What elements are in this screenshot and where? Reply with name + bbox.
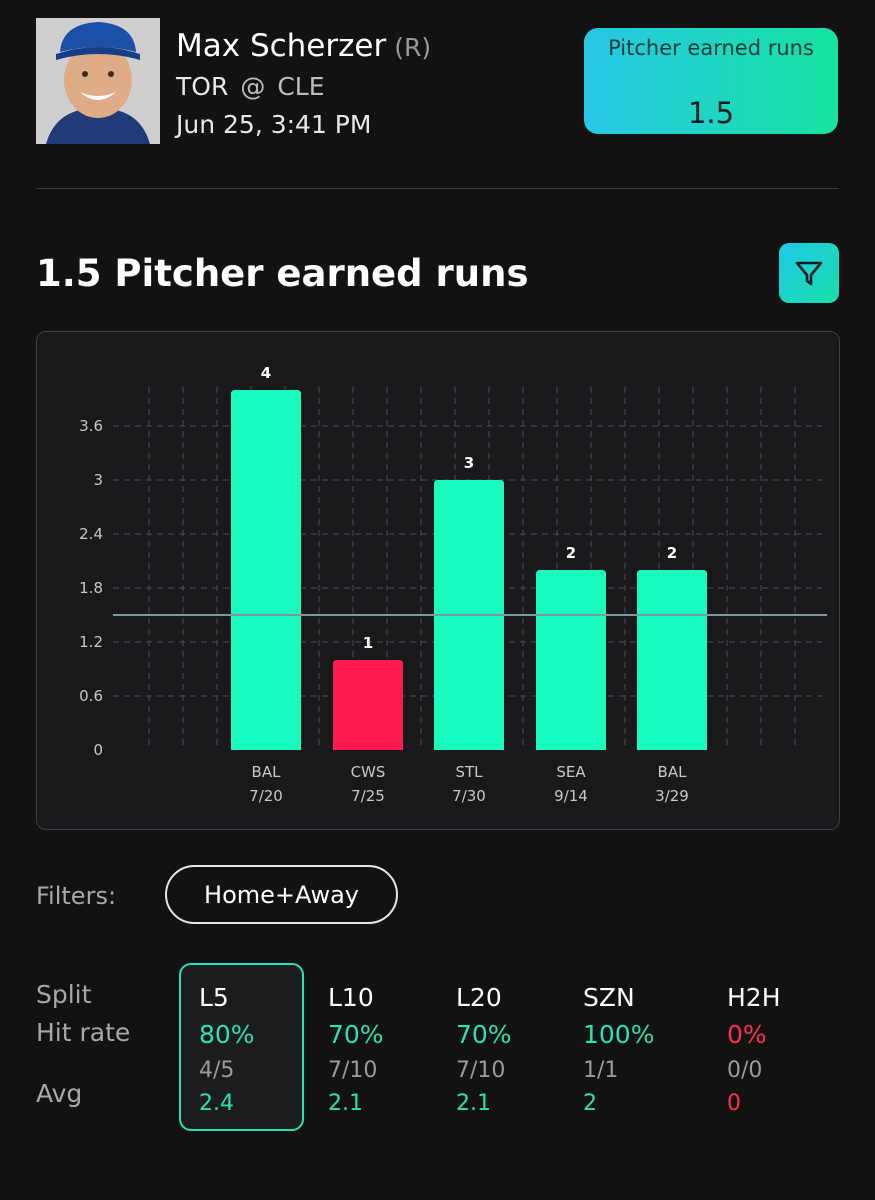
split-record-l20: 7/10 [456,1058,506,1083]
split-avg-szn: 2 [583,1091,597,1116]
x-tick-team: BAL [252,763,282,781]
x-tick-date: 9/14 [554,787,588,805]
header-divider [36,188,839,189]
y-tick-label: 1.2 [79,633,103,651]
bar-value-label: 3 [464,454,474,472]
split-record-h2h: 0/0 [727,1058,763,1083]
player-name-text: Max Scherzer [176,28,387,64]
bar [333,660,403,750]
x-tick-team: STL [455,763,483,781]
x-tick-team: CWS [351,763,386,781]
filters-label: Filters: [36,882,117,910]
filter-button[interactable] [779,243,839,303]
split-avg-l20: 2.1 [456,1091,491,1116]
matchup: TOR @ CLE [176,72,325,101]
opponent-abbr: CLE [277,72,325,101]
x-tick-date: 7/30 [452,787,486,805]
bar-value-label: 2 [667,544,677,562]
prop-line-value: 1.5 [687,96,735,130]
y-tick-label: 0.6 [79,687,103,705]
bar [231,390,301,750]
split-hit-rate-szn: 100% [583,1020,655,1049]
y-tick-label: 0 [93,741,103,759]
y-tick-label: 3.6 [79,417,103,435]
x-tick-date: 7/25 [351,787,385,805]
filter-funnel-icon [795,261,823,286]
split-name-h2h[interactable]: H2H [727,983,781,1012]
split-hit-rate-h2h: 0% [727,1020,767,1049]
hit-rate-row-label: Hit rate [36,1018,131,1047]
chart-panel: 0 0.6 1.2 1.8 2.4 3 3.6 4 BAL 7/20 1 CWS 7/25 3 STL 7/3… [36,331,840,830]
split-record-szn: 1/1 [583,1058,619,1083]
x-tick-team: BAL [658,763,688,781]
split-avg-h2h: 0 [727,1091,741,1116]
avg-row-label: Avg [36,1079,83,1108]
prop-label: Pitcher earned runs [608,36,814,60]
game-time: Jun 25, 3:41 PM [176,110,372,139]
bar-chart: 0 0.6 1.2 1.8 2.4 3 3.6 4 BAL 7/20 1 CWS 7/25 3 STL 7/3… [79,364,827,805]
player-name: Max Scherzer (R) [176,28,431,64]
split-selected-box[interactable] [179,963,304,1131]
split-record-l10: 7/10 [328,1058,378,1083]
bar-value-label: 2 [566,544,576,562]
split-avg-l10: 2.1 [328,1091,363,1116]
bar [536,570,606,750]
bar [637,570,707,750]
split-name-szn[interactable]: SZN [583,983,635,1012]
x-tick-date: 3/29 [655,787,689,805]
bar-value-label: 4 [261,364,271,382]
section-title: 1.5 Pitcher earned runs [36,252,529,295]
split-name-l20[interactable]: L20 [456,983,502,1012]
x-tick-date: 7/20 [249,787,283,805]
split-name-l5[interactable]: L5 [199,983,229,1012]
split-hit-rate-l20: 70% [456,1020,512,1049]
prop-card[interactable]: Pitcher earned runs 1.5 [584,28,838,134]
at-symbol: @ [240,72,266,101]
split-row-label: Split [36,980,92,1009]
split-hit-rate-l10: 70% [328,1020,384,1049]
bar-value-label: 1 [363,634,373,652]
team-abbr: TOR [176,72,229,101]
split-avg-l5: 2.4 [199,1091,234,1116]
y-tick-label: 2.4 [79,525,103,543]
player-hand: (R) [394,33,432,62]
x-tick-team: SEA [556,763,586,781]
y-tick-label: 1.8 [79,579,103,597]
split-name-l10[interactable]: L10 [328,983,374,1012]
player-avatar [36,18,160,144]
filter-chip-home-away[interactable]: Home+Away [165,865,398,924]
split-record-l5: 4/5 [199,1058,235,1083]
split-hit-rate-l5: 80% [199,1020,255,1049]
y-tick-label: 3 [93,471,103,489]
